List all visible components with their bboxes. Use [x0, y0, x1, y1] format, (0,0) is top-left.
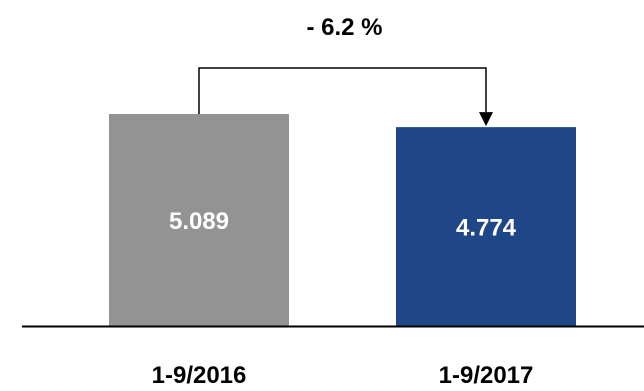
- x-tick-label: 1-9/2017: [439, 362, 534, 389]
- data-label: 4.774: [456, 215, 517, 242]
- change-bracket: [198, 67, 487, 114]
- bar-1-9/2016: [109, 114, 289, 326]
- change-annotation: - 6.2 %: [306, 14, 382, 41]
- x-tick-label: 1-9/2016: [152, 362, 247, 389]
- data-label: 5.089: [169, 208, 229, 235]
- arrow-head-icon: [479, 112, 493, 127]
- bar-1-9/2017: [396, 127, 576, 326]
